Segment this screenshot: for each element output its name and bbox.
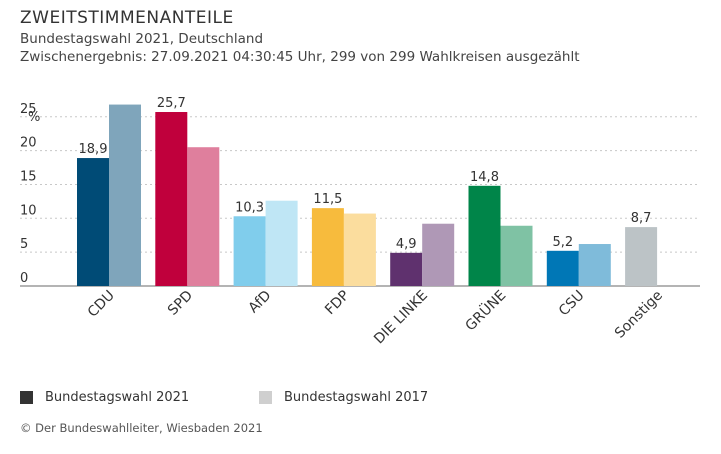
legend-item-2021: Bundestagswahl 2021	[20, 390, 189, 405]
bar-2017-grüne	[500, 225, 533, 286]
x-tick-label: CDU	[85, 288, 118, 321]
y-tick-label: 0	[20, 271, 28, 286]
chart-status-line: Zwischenergebnis: 27.09.2021 04:30:45 Uh…	[20, 49, 580, 65]
legend-label-2021: Bundestagswahl 2021	[45, 390, 190, 405]
x-tick-label: CSU	[556, 288, 588, 320]
data-label-2021: 4,9	[396, 237, 417, 252]
y-tick-label: 5	[20, 237, 28, 252]
x-tick-label: SPD	[165, 288, 196, 319]
source-credit: © Der Bundeswahlleiter, Wiesbaden 2021	[20, 421, 263, 435]
x-tick-label: AfD	[246, 288, 275, 317]
y-tick-label: 25	[20, 102, 37, 117]
bar-2017-spd	[187, 147, 220, 286]
bar-2021-spd	[155, 112, 188, 286]
chart-subtitle: Bundestagswahl 2021, Deutschland	[20, 31, 264, 47]
y-tick-label: 10	[20, 203, 37, 218]
y-axis-unit: %	[28, 110, 40, 125]
data-label-2021: 14,8	[470, 170, 499, 185]
bar-2017-csu	[578, 244, 611, 286]
bar-2021-afd	[233, 216, 266, 286]
chart-title: ZWEITSTIMMENANTEILE	[20, 8, 234, 28]
bar-2021-die-linke	[390, 252, 423, 286]
data-label-2021: 10,3	[235, 200, 264, 215]
bar-2021-fdp	[311, 208, 344, 286]
data-label-2021: 11,5	[313, 192, 342, 207]
x-tick-label: FDP	[322, 288, 353, 319]
bar-2017-cdu	[109, 104, 141, 287]
x-tick-label: DIE LINKE	[371, 288, 431, 348]
bar-2021-cdu	[77, 158, 109, 286]
data-label-2021: 18,9	[79, 142, 108, 157]
x-tick-label: GRÜNE	[461, 286, 509, 334]
bar-2021-grüne	[468, 185, 501, 286]
data-label-2021: 8,7	[631, 211, 652, 226]
y-tick-label: 20	[20, 136, 37, 151]
legend-swatch-2021	[20, 391, 33, 404]
bar-chart: 0 5 10 15 20 25 18,9 CDU 25,7 SPD 10,3 AfD 11,5 FDP 4…	[20, 96, 700, 348]
bar-2017-die-linke	[422, 223, 455, 286]
legend-label-2017: Bundestagswahl 2017	[284, 390, 429, 405]
data-label-2021: 5,2	[552, 235, 573, 250]
bar-2017-afd	[265, 200, 298, 286]
bar-2017-fdp	[343, 213, 376, 286]
bar-2021-sonstige	[625, 227, 658, 286]
y-tick-label: 15	[20, 169, 37, 184]
legend-item-2017: Bundestagswahl 2017	[259, 390, 428, 405]
legend-swatch-2017	[259, 391, 272, 404]
bar-2021-csu	[546, 250, 579, 286]
data-label-2021: 25,7	[157, 96, 186, 111]
x-tick-label: Sonstige	[612, 288, 666, 342]
